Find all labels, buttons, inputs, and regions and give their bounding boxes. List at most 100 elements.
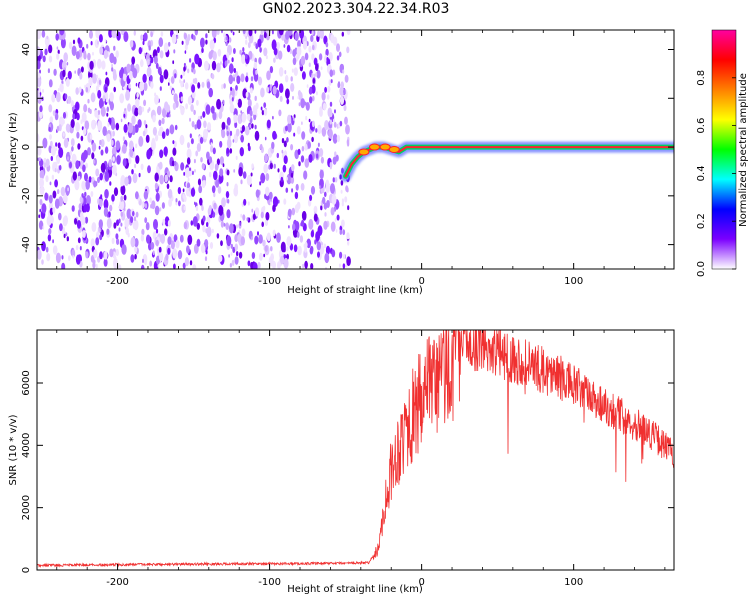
noise-speck	[261, 221, 265, 228]
snr-plot-area	[37, 330, 674, 570]
noise-speck	[336, 43, 340, 52]
noise-speck	[311, 74, 313, 79]
noise-speck	[183, 79, 186, 83]
noise-speck	[226, 130, 229, 137]
noise-speck	[97, 40, 99, 45]
noise-speck	[49, 123, 52, 128]
colorbar-tick-label: 0.2	[696, 213, 707, 229]
noise-speck	[249, 87, 253, 94]
noise-speck	[241, 125, 245, 132]
noise-speck	[174, 160, 177, 166]
noise-speck	[167, 236, 172, 246]
noise-speck	[140, 59, 144, 68]
noise-speck	[276, 152, 279, 159]
noise-speck	[182, 262, 186, 269]
noise-speck	[324, 120, 329, 131]
noise-speck	[322, 196, 326, 205]
noise-speck	[43, 162, 47, 168]
noise-speck	[111, 164, 117, 175]
noise-speck	[285, 187, 289, 193]
noise-speck	[154, 94, 159, 105]
noise-speck	[266, 232, 271, 242]
noise-speck	[59, 223, 63, 232]
noise-speck	[71, 146, 74, 152]
noise-speck	[201, 163, 205, 170]
noise-speck	[172, 102, 177, 111]
noise-speck	[154, 205, 160, 216]
noise-speck	[335, 229, 338, 233]
noise-speck	[99, 172, 103, 181]
noise-speck	[211, 210, 214, 215]
noise-speck	[71, 249, 76, 258]
noise-speck	[88, 176, 92, 183]
noise-speck	[329, 101, 333, 107]
noise-speck	[247, 42, 251, 49]
noise-speck	[184, 82, 189, 90]
noise-speck	[344, 74, 349, 83]
noise-speck	[120, 118, 123, 123]
noise-speck	[145, 134, 150, 143]
noise-speck	[71, 45, 77, 57]
noise-speck	[147, 165, 151, 174]
noise-speck	[155, 192, 160, 202]
noise-speck	[83, 185, 86, 192]
noise-speck	[189, 58, 192, 63]
noise-speck	[180, 80, 184, 88]
noise-speck	[304, 143, 308, 151]
noise-speck	[38, 157, 41, 161]
noise-speck	[197, 82, 201, 89]
noise-speck	[128, 157, 132, 165]
noise-speck	[133, 30, 136, 36]
noise-speck	[82, 164, 86, 173]
noise-speck	[152, 250, 155, 256]
spectrogram-y-tick-label: -40	[21, 236, 32, 252]
noise-speck	[170, 240, 175, 250]
noise-speck	[134, 253, 137, 260]
noise-speck	[143, 32, 148, 42]
noise-speck	[286, 98, 290, 105]
noise-speck	[155, 134, 159, 142]
noise-speck	[62, 69, 66, 78]
noise-speck	[139, 81, 145, 92]
noise-speck	[162, 108, 167, 118]
noise-speck	[135, 143, 138, 149]
noise-speck	[287, 208, 292, 218]
noise-speck	[113, 258, 118, 269]
noise-speck	[71, 153, 77, 165]
noise-speck	[55, 147, 58, 151]
noise-speck	[187, 96, 192, 105]
noise-speck	[300, 219, 305, 227]
noise-speck	[236, 76, 241, 84]
noise-speck	[37, 145, 42, 156]
noise-speck	[216, 158, 220, 166]
noise-speck	[332, 69, 336, 76]
noise-speck	[158, 119, 162, 127]
noise-speck	[49, 181, 52, 186]
noise-speck	[174, 124, 178, 131]
noise-speck	[249, 109, 253, 117]
noise-speck	[158, 161, 163, 170]
noise-speck	[111, 63, 113, 68]
noise-speck	[84, 216, 89, 224]
noise-speck	[258, 234, 263, 244]
noise-speck	[325, 42, 329, 48]
noise-speck	[293, 244, 298, 253]
noise-speck	[343, 89, 346, 95]
noise-speck	[217, 186, 222, 194]
noise-speck	[265, 55, 268, 60]
noise-speck	[104, 39, 107, 43]
noise-speck	[95, 168, 100, 177]
noise-speck	[121, 244, 127, 255]
noise-speck	[196, 99, 199, 106]
noise-speck	[37, 249, 42, 260]
noise-speck	[72, 254, 75, 259]
noise-speck	[148, 107, 151, 112]
noise-speck	[316, 69, 321, 79]
noise-speck	[39, 208, 41, 213]
noise-speck	[290, 82, 295, 92]
noise-speck	[220, 220, 224, 228]
noise-speck	[281, 138, 285, 144]
noise-speck	[159, 207, 162, 212]
noise-speck	[95, 85, 99, 92]
noise-speck	[283, 198, 287, 205]
